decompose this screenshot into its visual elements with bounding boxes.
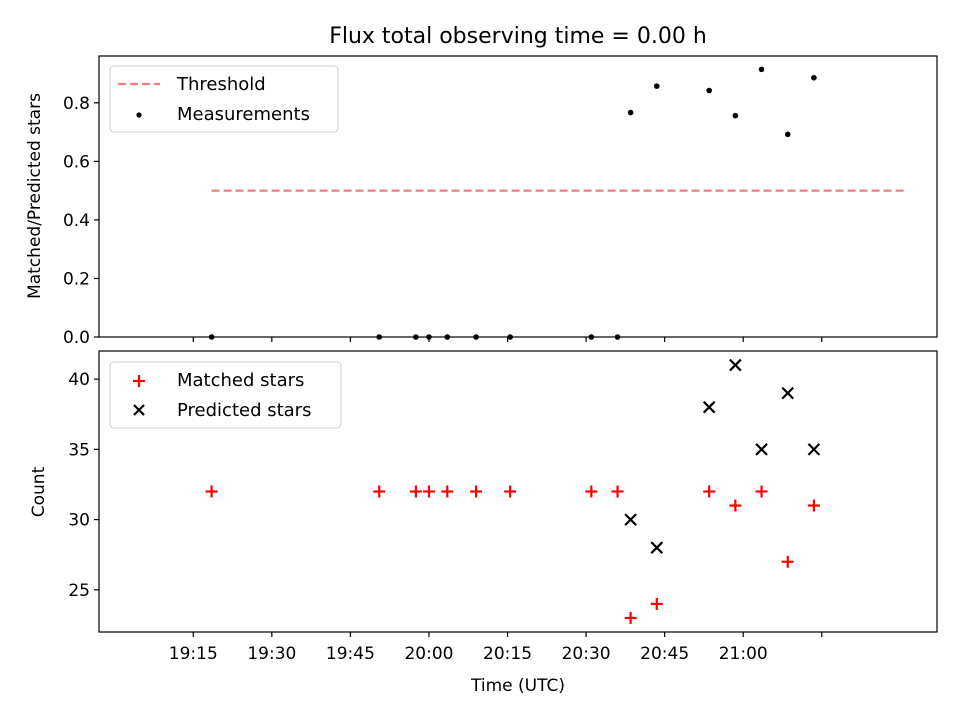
measurement-point xyxy=(732,112,739,119)
matched-star-point xyxy=(422,485,435,498)
top-y-axis-label: Matched/Predicted stars xyxy=(25,93,45,299)
bottom-panel: Count Time (UTC) 25 30 35 40 19:15 19:30 19:4… xyxy=(29,350,938,696)
legend-predicted-swatch xyxy=(133,404,145,416)
x-tick-label: 19:15 xyxy=(169,644,218,664)
bottom-legend: Matched stars Predicted stars xyxy=(109,361,342,429)
predicted-star-point xyxy=(807,443,821,456)
top-y-ticks: 0.0 0.2 0.4 0.6 0.8 xyxy=(63,94,99,348)
legend-predicted-label: Predicted stars xyxy=(177,400,311,421)
matched-star-point xyxy=(611,485,624,498)
top-plot-frame xyxy=(98,55,938,338)
matched-star-point xyxy=(729,499,742,512)
matched-star-point xyxy=(470,485,483,498)
legend-measurements-swatch xyxy=(136,112,142,118)
matched-star-point xyxy=(650,597,663,610)
x-axis-label: Time (UTC) xyxy=(470,676,565,696)
top-legend: Threshold Measurements xyxy=(109,65,339,133)
matched-star-point xyxy=(504,485,517,498)
bottom-plot-frame xyxy=(98,350,938,633)
x-tick-label: 20:00 xyxy=(404,644,453,664)
predicted-star-point xyxy=(702,400,716,414)
matched-star-point xyxy=(781,555,794,568)
bottom-y-tick-label: 25 xyxy=(68,581,90,601)
measurement-point xyxy=(811,74,817,81)
matched-star-point xyxy=(441,485,454,498)
measurement-point xyxy=(758,66,765,73)
bottom-legend-box xyxy=(109,361,342,429)
top-y-tick-label: 0.2 xyxy=(63,269,90,289)
measurement-point xyxy=(653,83,660,89)
x-tick-label: 20:30 xyxy=(562,644,611,664)
measurement-point xyxy=(784,131,791,138)
x-tick-label: 20:45 xyxy=(640,644,689,664)
x-tick-label: 21:00 xyxy=(719,644,768,664)
top-y-tick-label: 0.0 xyxy=(63,328,90,348)
legend-threshold-label: Threshold xyxy=(176,74,266,95)
x-tick-label: 20:15 xyxy=(483,644,532,664)
bottom-y-tick-label: 35 xyxy=(68,440,90,460)
matched-star-point xyxy=(205,485,218,498)
bottom-x-ticks: 19:15 19:30 19:45 20:00 20:15 20:30 20:45 21:00 xyxy=(169,632,823,664)
matched-star-point xyxy=(373,485,386,498)
predicted-star-point xyxy=(781,386,795,400)
x-tick-label: 19:30 xyxy=(247,644,296,664)
x-tick-label: 19:45 xyxy=(326,644,375,664)
predicted-star-point xyxy=(624,513,637,526)
matched-star-point xyxy=(409,485,422,498)
bottom-y-tick-label: 30 xyxy=(68,511,90,531)
predicted-stars-points xyxy=(624,358,821,554)
measurement-point xyxy=(706,87,712,94)
matched-star-point xyxy=(807,499,820,512)
predicted-star-point xyxy=(755,443,768,456)
matched-stars-points xyxy=(205,485,820,624)
matched-star-point xyxy=(624,611,637,624)
matched-star-point xyxy=(703,485,716,498)
bottom-y-ticks: 25 30 35 40 xyxy=(68,370,99,601)
matched-star-point xyxy=(585,485,598,498)
legend-measurements-label: Measurements xyxy=(177,104,310,125)
legend-matched-label: Matched stars xyxy=(177,370,304,391)
measurement-point xyxy=(627,109,634,116)
top-x-ticks xyxy=(192,337,823,342)
legend-matched-swatch xyxy=(133,375,145,387)
predicted-star-point xyxy=(650,541,664,554)
top-y-tick-label: 0.6 xyxy=(63,152,90,172)
top-panel: Flux total observing time = 0.00 h Match… xyxy=(25,24,938,348)
chart-title: Flux total observing time = 0.00 h xyxy=(329,24,707,49)
top-y-tick-label: 0.8 xyxy=(63,94,90,114)
matched-star-point xyxy=(755,485,768,498)
top-legend-box xyxy=(109,65,339,133)
bottom-y-tick-label: 40 xyxy=(68,370,90,390)
top-y-tick-label: 0.4 xyxy=(63,211,90,231)
predicted-star-point xyxy=(729,358,742,372)
bottom-y-axis-label: Count xyxy=(29,466,49,517)
